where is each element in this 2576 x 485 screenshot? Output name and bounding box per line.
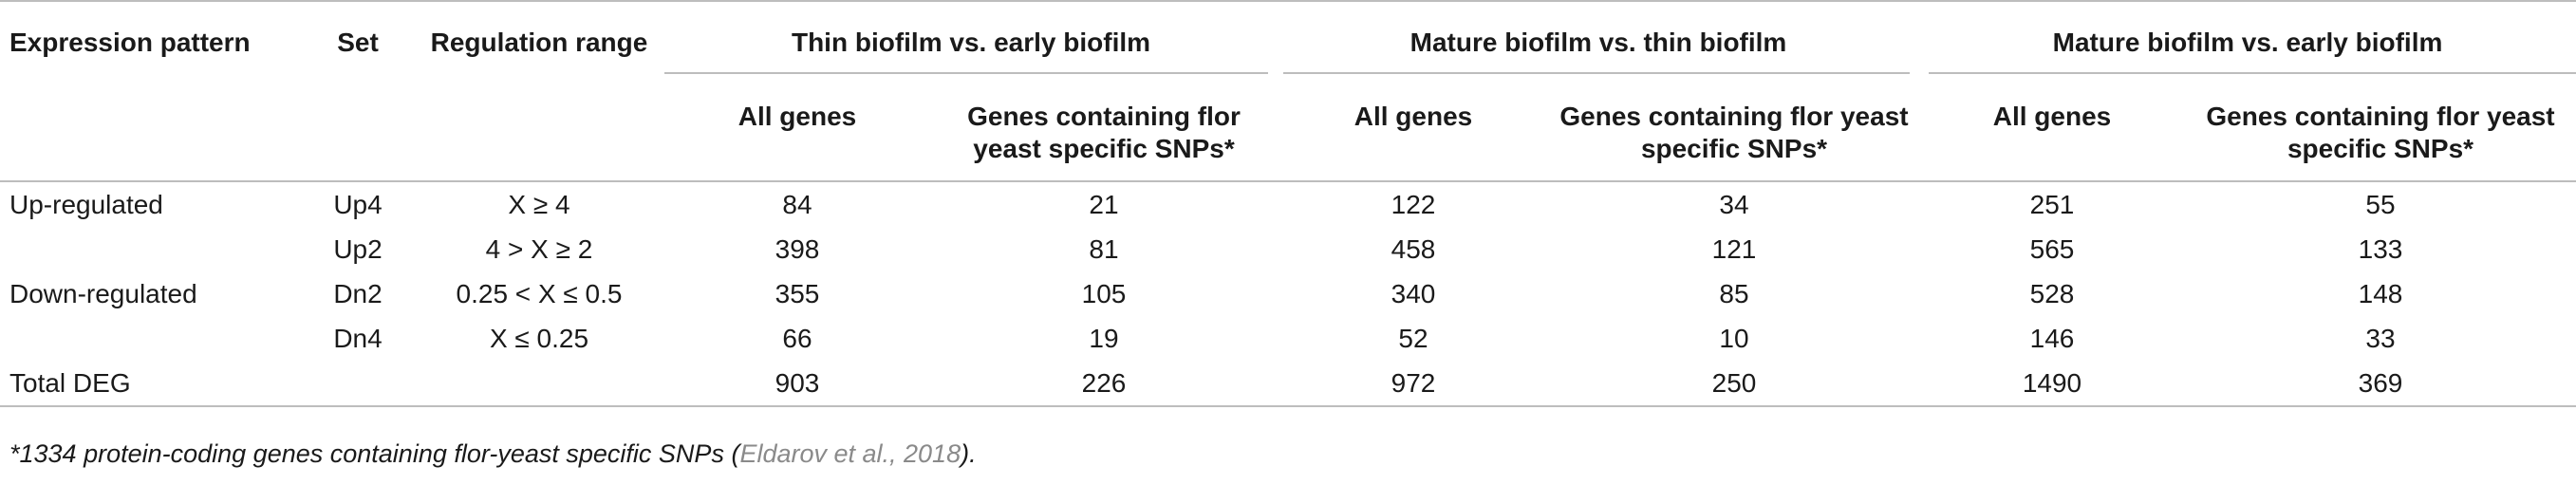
cell-value: 121 [1711, 234, 1757, 264]
header-set: Set [337, 28, 379, 57]
cell-range: X ≥ 4 [508, 190, 570, 219]
table-body: Up-regulated Up4 X ≥ 4 84 21 122 34 251 … [0, 181, 2576, 406]
header-all-genes: All genes [737, 102, 857, 131]
cell-value: 369 [2358, 368, 2403, 398]
cell-set: Up2 [333, 234, 383, 264]
cell-value: 33 [2365, 324, 2396, 353]
table-row: Dn4 X ≤ 0.25 66 19 52 10 146 33 [0, 316, 2576, 361]
cell-value: 21 [1089, 190, 1119, 219]
table-row-total: Total DEG 903 226 972 250 1490 369 [0, 361, 2576, 406]
header-snp-genes: Genes containing flor yeast specific SNP… [2206, 102, 2555, 163]
cell-value: 458 [1391, 234, 1436, 264]
header-group-mature-vs-early: Mature biofilm vs. early biofilm [1919, 1, 2576, 74]
footnote-text: *1334 protein-coding genes containing fl… [9, 439, 740, 468]
header-all-genes: All genes [1353, 102, 1473, 131]
group-divider-rule [1929, 72, 2576, 74]
cell-value: 105 [1081, 279, 1127, 308]
cell-value: 84 [782, 190, 812, 219]
header-group-mature-vs-thin: Mature biofilm vs. thin biofilm [1278, 1, 1919, 74]
header-all-genes: All genes [1992, 102, 2112, 131]
header-expression-pattern: Expression pattern [9, 28, 251, 57]
cell-set: Dn2 [333, 279, 383, 308]
header-group-label: Mature biofilm vs. early biofilm [2052, 28, 2443, 57]
table-row: Down-regulated Dn2 0.25 < X ≤ 0.5 355 10… [0, 271, 2576, 316]
cell-value: 146 [2029, 324, 2075, 353]
cell-value: 34 [1719, 190, 1749, 219]
group-divider-rule [664, 72, 1268, 74]
cell-set: Up4 [333, 190, 383, 219]
data-table-container: Expression pattern Set Regulation range … [0, 1, 2576, 406]
cell-value: 81 [1089, 234, 1119, 264]
cell-value: 226 [1081, 368, 1127, 398]
cell-value: 19 [1089, 324, 1119, 353]
cell-value: 10 [1719, 324, 1749, 353]
table-header: Expression pattern Set Regulation range … [0, 1, 2576, 181]
header-snp-genes: Genes containing flor yeast specific SNP… [967, 102, 1241, 163]
cell-value: 85 [1719, 279, 1749, 308]
header-group-thin-vs-early: Thin biofilm vs. early biofilm [664, 1, 1278, 74]
cell-pattern: Up-regulated [9, 190, 163, 219]
cell-value: 528 [2029, 279, 2075, 308]
cell-value: 565 [2029, 234, 2075, 264]
cell-value: 355 [775, 279, 820, 308]
cell-value: 52 [1398, 324, 1428, 353]
cell-value: 398 [775, 234, 820, 264]
cell-set: Dn4 [333, 324, 383, 353]
cell-pattern: Total DEG [9, 368, 131, 398]
table-row: Up2 4 > X ≥ 2 398 81 458 121 565 133 [0, 227, 2576, 271]
cell-value: 972 [1391, 368, 1436, 398]
cell-value: 133 [2358, 234, 2403, 264]
cell-pattern [0, 227, 302, 271]
cell-pattern: Down-regulated [9, 279, 197, 308]
expression-table: Expression pattern Set Regulation range … [0, 1, 2576, 406]
cell-value: 122 [1391, 190, 1436, 219]
cell-value: 251 [2029, 190, 2075, 219]
cell-value: 148 [2358, 279, 2403, 308]
header-group-label: Thin biofilm vs. early biofilm [791, 28, 1151, 57]
header-regulation-range: Regulation range [430, 28, 648, 57]
cell-range [414, 361, 664, 406]
cell-range: 0.25 < X ≤ 0.5 [456, 279, 623, 308]
cell-set [302, 361, 414, 406]
cell-value: 1490 [2022, 368, 2082, 398]
cell-value: 66 [782, 324, 812, 353]
cell-value: 55 [2365, 190, 2396, 219]
cell-range: 4 > X ≥ 2 [485, 234, 593, 264]
cell-pattern [0, 316, 302, 361]
header-snp-genes: Genes containing flor yeast specific SNP… [1559, 102, 1909, 163]
table-footnote: *1334 protein-coding genes containing fl… [9, 439, 977, 469]
table-row: Up-regulated Up4 X ≥ 4 84 21 122 34 251 … [0, 181, 2576, 227]
header-group-label: Mature biofilm vs. thin biofilm [1409, 28, 1787, 57]
footnote-text-end: ). [961, 439, 977, 468]
cell-value: 250 [1711, 368, 1757, 398]
footnote-citation-link[interactable]: Eldarov et al., 2018 [739, 439, 961, 468]
cell-value: 340 [1391, 279, 1436, 308]
group-divider-rule [1283, 72, 1910, 74]
cell-value: 903 [775, 368, 820, 398]
cell-range: X ≤ 0.25 [489, 324, 589, 353]
